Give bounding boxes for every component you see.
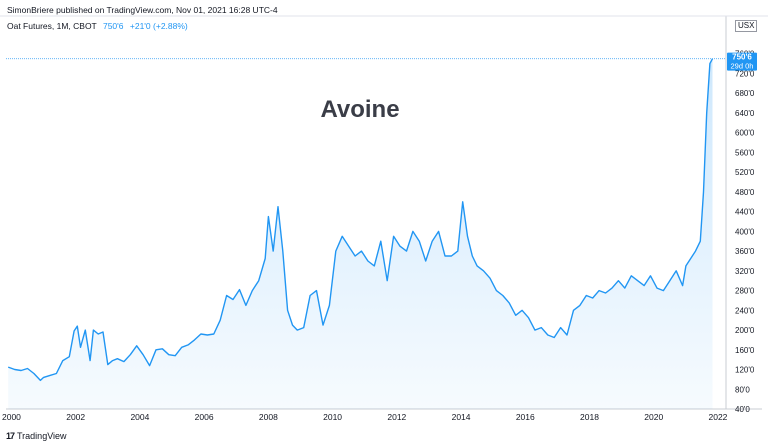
y-tick-label: 200'0 [735, 326, 755, 335]
x-tick-label: 2018 [580, 412, 599, 422]
y-tick-label: 560'0 [735, 148, 755, 157]
y-tick-label: 480'0 [735, 188, 755, 197]
tradingview-footer[interactable]: 17 TradingView [6, 431, 67, 441]
y-tick-label: 240'0 [735, 306, 755, 315]
x-tick-label: 2020 [644, 412, 663, 422]
last-price-tag [727, 52, 757, 71]
tradingview-logo-icon: 17 [6, 431, 15, 441]
x-tick-label: 2000 [2, 412, 21, 422]
y-tick-label: 160'0 [735, 346, 755, 355]
x-tick-label: 2014 [452, 412, 471, 422]
price-change: +21'0 (+2.88%) [129, 21, 188, 31]
y-tick-label: 400'0 [735, 227, 755, 236]
x-tick-label: 2006 [195, 412, 214, 422]
y-tick-label: 280'0 [735, 287, 755, 296]
series-legend: Oat Futures, 1M, CBOT 750'6 +21'0 (+2.88… [7, 21, 188, 31]
y-tick-label: 600'0 [735, 129, 755, 138]
y-tick-label: 320'0 [735, 267, 755, 276]
chart-title: Avoine [320, 96, 399, 123]
currency-badge[interactable]: USX [735, 20, 758, 32]
y-tick-label: 520'0 [735, 168, 755, 177]
x-tick-label: 2002 [66, 412, 85, 422]
y-tick-label: 680'0 [735, 89, 755, 98]
x-tick-label: 2012 [387, 412, 406, 422]
x-tick-label: 2010 [323, 412, 342, 422]
x-tick-label: 2022 [709, 412, 728, 422]
x-tick-label: 2004 [130, 412, 149, 422]
published-byline: SimonBriere published on TradingView.com… [7, 5, 278, 15]
x-tick-label: 2008 [259, 412, 278, 422]
tradingview-brand: TradingView [17, 431, 67, 441]
y-tick-label: 360'0 [735, 247, 755, 256]
last-price: 750'6 [102, 21, 124, 31]
y-tick-label: 440'0 [735, 208, 755, 217]
symbol-label: Oat Futures, 1M, CBOT [7, 21, 97, 31]
y-tick-label: 720'0 [735, 69, 755, 78]
area-fill [8, 58, 713, 409]
x-tick-label: 2016 [516, 412, 535, 422]
y-tick-label: 640'0 [735, 109, 755, 118]
last-price-tag-value: 750'6 [732, 53, 752, 62]
y-tick-label: 80'0 [735, 385, 750, 394]
price-line [7, 58, 714, 382]
y-tick-label: 40'0 [735, 405, 750, 414]
y-tick-label: 120'0 [735, 366, 755, 375]
last-price-tag-countdown: 29d 0h [731, 62, 754, 71]
